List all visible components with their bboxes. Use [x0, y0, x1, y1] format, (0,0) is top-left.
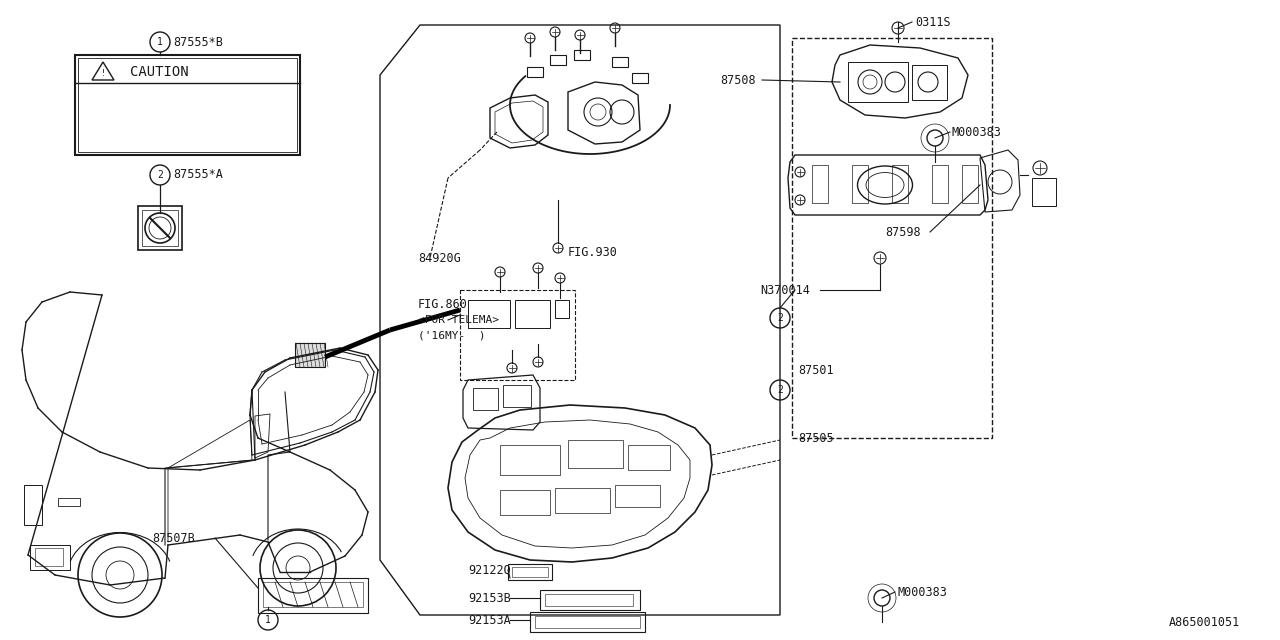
Text: FIG.860: FIG.860 — [419, 298, 468, 312]
Text: ('16MY-  ): ('16MY- ) — [419, 330, 485, 340]
Text: FIG.930: FIG.930 — [568, 246, 618, 259]
Bar — [503, 385, 531, 407]
Text: 87555*A: 87555*A — [173, 168, 223, 182]
Text: 1: 1 — [265, 615, 271, 625]
Bar — [460, 290, 575, 380]
Bar — [911, 65, 947, 100]
Text: 2: 2 — [157, 170, 163, 180]
Bar — [556, 300, 570, 318]
Text: CAUTION: CAUTION — [131, 65, 188, 79]
Bar — [628, 445, 669, 470]
Text: N370014: N370014 — [760, 284, 810, 296]
Bar — [512, 567, 548, 577]
Text: <FOR TELEMA>: <FOR TELEMA> — [419, 315, 499, 325]
Bar — [78, 58, 297, 152]
Bar — [500, 490, 550, 515]
Bar — [540, 590, 640, 610]
Text: 92153A: 92153A — [468, 614, 511, 627]
Bar — [632, 73, 648, 83]
Bar — [76, 55, 300, 155]
Text: 0311S: 0311S — [915, 15, 951, 29]
Bar — [262, 582, 364, 607]
Bar — [142, 210, 178, 246]
Bar — [573, 50, 590, 60]
Text: 2: 2 — [777, 313, 783, 323]
Bar — [612, 57, 628, 67]
Bar — [852, 165, 868, 203]
Bar — [515, 300, 550, 328]
Bar — [545, 594, 634, 606]
Text: 92122Q: 92122Q — [468, 563, 511, 577]
Text: !: ! — [101, 70, 105, 79]
Bar — [508, 564, 552, 580]
Text: M000383: M000383 — [899, 586, 948, 598]
Text: 92153B: 92153B — [468, 591, 511, 605]
Bar — [138, 206, 182, 250]
Bar — [259, 578, 369, 613]
Text: A865001051: A865001051 — [1169, 616, 1240, 628]
Bar — [614, 485, 660, 507]
Bar — [792, 38, 992, 438]
Bar — [474, 388, 498, 410]
Text: 2: 2 — [777, 385, 783, 395]
Bar — [556, 488, 611, 513]
Text: 87508: 87508 — [719, 74, 755, 86]
Bar — [29, 545, 70, 570]
Bar — [527, 67, 543, 77]
Text: 87505: 87505 — [797, 431, 833, 445]
Text: 87507B: 87507B — [152, 531, 195, 545]
Bar — [294, 343, 325, 367]
Text: 87501: 87501 — [797, 364, 833, 376]
Bar — [35, 548, 63, 566]
Bar — [849, 62, 908, 102]
Bar — [24, 485, 42, 525]
Text: 1: 1 — [157, 37, 163, 47]
Bar — [500, 445, 561, 475]
Bar — [892, 165, 908, 203]
Text: 87598: 87598 — [884, 225, 920, 239]
Bar — [468, 300, 509, 328]
Bar — [568, 440, 623, 468]
Bar — [535, 616, 640, 628]
Text: M000383: M000383 — [952, 125, 1002, 138]
Text: 87555*B: 87555*B — [173, 35, 223, 49]
Bar — [550, 55, 566, 65]
Bar — [963, 165, 978, 203]
Bar — [530, 612, 645, 632]
Text: 84920G: 84920G — [419, 252, 461, 264]
Bar — [932, 165, 948, 203]
Bar — [58, 498, 79, 506]
Bar — [1032, 178, 1056, 206]
Bar — [812, 165, 828, 203]
